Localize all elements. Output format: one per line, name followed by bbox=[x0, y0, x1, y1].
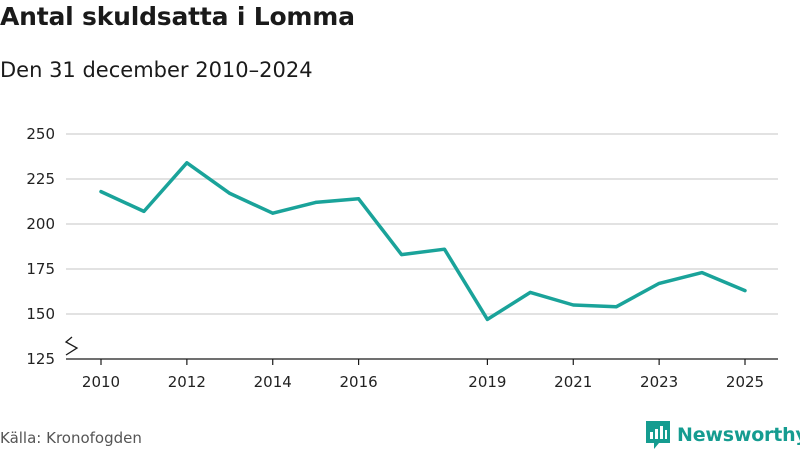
y-tick-label: 250 bbox=[26, 125, 55, 143]
x-tick-label: 2012 bbox=[168, 373, 206, 391]
y-tick-label: 175 bbox=[26, 260, 55, 278]
x-tick-label: 2010 bbox=[82, 373, 120, 391]
gridlines bbox=[66, 133, 778, 315]
data-point bbox=[743, 289, 747, 293]
y-tick-label: 150 bbox=[26, 305, 55, 323]
y-tick-label: 200 bbox=[26, 215, 55, 233]
data-point bbox=[485, 317, 489, 321]
data-point bbox=[614, 305, 618, 309]
newsworthy-logo-icon bbox=[646, 421, 670, 449]
x-tick-label: 2014 bbox=[254, 373, 292, 391]
data-point bbox=[657, 281, 661, 285]
x-tick-label: 2023 bbox=[640, 373, 678, 391]
chart-subtitle: Den 31 december 2010–2024 bbox=[0, 58, 313, 82]
data-point bbox=[528, 290, 532, 294]
y-tick-label: 225 bbox=[26, 170, 55, 188]
x-tick-label: 2025 bbox=[726, 373, 764, 391]
data-point bbox=[700, 271, 704, 275]
series bbox=[99, 161, 747, 322]
brand-logo[interactable]: Newsworthy bbox=[645, 420, 800, 450]
x-tick-label: 2016 bbox=[340, 373, 378, 391]
data-point bbox=[99, 190, 103, 194]
data-point bbox=[400, 253, 404, 257]
data-point bbox=[571, 303, 575, 307]
data-point bbox=[314, 200, 318, 204]
data-point bbox=[185, 161, 189, 165]
data-point bbox=[142, 209, 146, 213]
y-tick-label: 125 bbox=[26, 350, 55, 368]
x-tick-label: 2021 bbox=[554, 373, 592, 391]
data-point bbox=[357, 197, 361, 201]
data-point bbox=[228, 191, 232, 195]
axis-break-mark bbox=[64, 336, 79, 356]
source-note: Källa: Kronofogden bbox=[0, 429, 142, 447]
x-tick-label: 2019 bbox=[468, 373, 506, 391]
y-axis-ticks: 250 225 200 175 150 125 bbox=[26, 125, 55, 368]
x-axis-ticks: 2010 2012 2014 2016 2019 2021 2023 2025 bbox=[82, 359, 764, 391]
series-line bbox=[99, 161, 747, 322]
data-point bbox=[271, 211, 275, 215]
brand-name: Newsworthy bbox=[677, 424, 800, 446]
data-point bbox=[442, 247, 446, 251]
x-axis bbox=[64, 336, 778, 360]
chart-title: Antal skuldsatta i Lomma bbox=[0, 2, 355, 31]
